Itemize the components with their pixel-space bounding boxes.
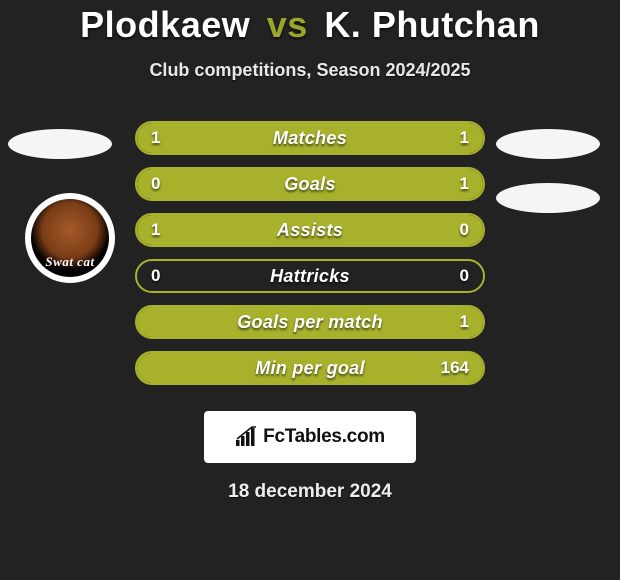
stat-row: Goals per match1 [135, 305, 485, 339]
subtitle: Club competitions, Season 2024/2025 [0, 60, 620, 81]
club-badge-graphic: Swat cat [31, 199, 109, 277]
stat-row: Goals0 1 [135, 167, 485, 201]
site-badge-label: FcTables.com [263, 426, 385, 448]
stat-label: Hattricks [137, 261, 483, 291]
stat-label: Matches [137, 123, 483, 153]
stat-value-left: 0 [151, 169, 160, 199]
stat-label: Goals [137, 169, 483, 199]
player2-avatar-placeholder [496, 129, 600, 159]
player1-name: Plodkaew [80, 4, 250, 45]
stat-value-right: 1 [460, 123, 469, 153]
stat-value-right: 164 [441, 353, 469, 383]
stat-row: Min per goal164 [135, 351, 485, 385]
comparison-card: Plodkaew vs K. Phutchan Club competition… [0, 0, 620, 580]
page-title: Plodkaew vs K. Phutchan [0, 4, 620, 46]
date-line: 18 december 2024 [0, 481, 620, 503]
stat-value-right: 1 [460, 307, 469, 337]
stat-value-right: 0 [460, 215, 469, 245]
stat-row: Hattricks0 0 [135, 259, 485, 293]
stat-label: Assists [137, 215, 483, 245]
stat-label: Min per goal [137, 353, 483, 383]
club-badge-label: Swat cat [45, 254, 94, 270]
stat-value-right: 0 [460, 261, 469, 291]
player2-name: K. Phutchan [324, 4, 540, 45]
player2-club-placeholder [496, 183, 600, 213]
stat-row: Assists1 0 [135, 213, 485, 247]
stat-row: Matches1 1 [135, 121, 485, 155]
fctables-logo-icon [235, 426, 259, 448]
stats-area: Swat cat Matches11Goals01Assists10Hattri… [0, 121, 620, 401]
stat-value-right: 1 [460, 169, 469, 199]
stat-value-left: 1 [151, 123, 160, 153]
site-badge[interactable]: FcTables.com [204, 411, 416, 463]
vs-label: vs [267, 4, 308, 45]
player1-avatar-placeholder [8, 129, 112, 159]
stat-value-left: 1 [151, 215, 160, 245]
stat-label: Goals per match [137, 307, 483, 337]
player1-club-badge: Swat cat [25, 193, 115, 283]
stat-value-left: 0 [151, 261, 160, 291]
stat-bars: Matches11Goals01Assists10Hattricks00Goal… [135, 121, 485, 397]
